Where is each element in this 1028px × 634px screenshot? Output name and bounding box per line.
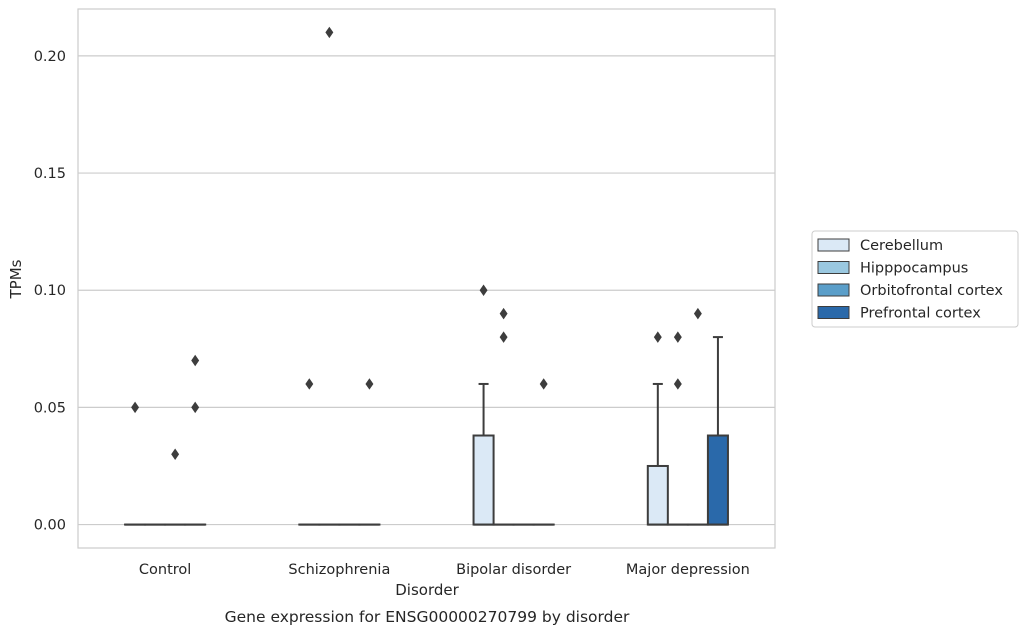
- legend-swatch: [817, 261, 850, 274]
- legend-label: Orbitofrontal cortex: [860, 283, 1003, 299]
- box-hipppocampus: [318, 26, 341, 526]
- outlier-point: [673, 378, 682, 390]
- box-hipppocampus: [666, 331, 689, 526]
- outlier-point: [479, 284, 488, 296]
- outlier-point: [365, 378, 374, 390]
- outlier-point: [191, 401, 200, 414]
- y-tick-label: 0.15: [34, 166, 66, 182]
- y-tick-label: 0.05: [34, 400, 66, 416]
- box-cerebellum: [646, 331, 669, 526]
- y-axis-label: TPMs: [7, 259, 25, 299]
- legend-swatch: [817, 306, 850, 319]
- plot-area-frame: [77, 8, 776, 549]
- box-orbitofrontal-cortex: [686, 307, 709, 526]
- x-tick-label: Bipolar disorder: [456, 562, 571, 578]
- outlier-point: [499, 331, 508, 343]
- outlier-point: [653, 331, 662, 343]
- box-cerebellum: [472, 284, 495, 526]
- box-hipppocampus: [492, 307, 515, 526]
- outlier-point: [693, 307, 702, 320]
- x-axis-label: Disorder: [395, 581, 459, 599]
- outlier-point: [171, 448, 180, 460]
- outlier-point: [499, 307, 508, 320]
- legend-label: Prefrontal cortex: [860, 306, 981, 322]
- box-body: [646, 464, 669, 526]
- legend-swatch: [817, 283, 850, 297]
- y-tick-label: 0.20: [34, 49, 66, 65]
- x-tick-label: Control: [139, 562, 191, 578]
- box-body: [472, 434, 495, 526]
- x-tick-label: Major depression: [626, 562, 750, 578]
- box-prefrontal-cortex: [358, 378, 381, 526]
- box-prefrontal-cortex: [706, 336, 729, 526]
- outlier-point: [191, 354, 200, 367]
- legend-label: Hipppocampus: [860, 261, 968, 277]
- y-tick-label: 0.10: [34, 283, 66, 299]
- figure-caption: Gene expression for ENSG00000270799 by d…: [225, 608, 630, 626]
- box-prefrontal-cortex: [184, 354, 207, 526]
- x-tick-label: Schizophrenia: [288, 562, 390, 578]
- legend-label: Cerebellum: [860, 238, 943, 254]
- y-axis-ticks: 0.00 0.05 0.10 0.15 0.20: [34, 49, 66, 534]
- legend-swatch: [817, 238, 850, 252]
- outlier-point: [325, 26, 334, 39]
- box-cerebellum: [298, 378, 321, 526]
- outlier-point: [673, 331, 682, 343]
- outlier-point: [305, 378, 314, 390]
- box-cerebellum: [124, 401, 147, 526]
- outlier-point: [131, 401, 140, 414]
- y-tick-label: 0.00: [34, 518, 66, 534]
- legend: Cerebellum Hipppocampus Orbitofrontal cort…: [811, 230, 1019, 328]
- outlier-point: [539, 378, 548, 390]
- x-axis-ticks: Control Schizophrenia Bipolar disorder Majo…: [139, 562, 750, 578]
- box-body: [706, 434, 729, 526]
- legend-frame: [811, 230, 1019, 328]
- box-series: [124, 26, 729, 526]
- box-orbitofrontal-cortex: [164, 448, 187, 526]
- box-prefrontal-cortex: [532, 378, 555, 526]
- gridlines: [78, 55, 775, 526]
